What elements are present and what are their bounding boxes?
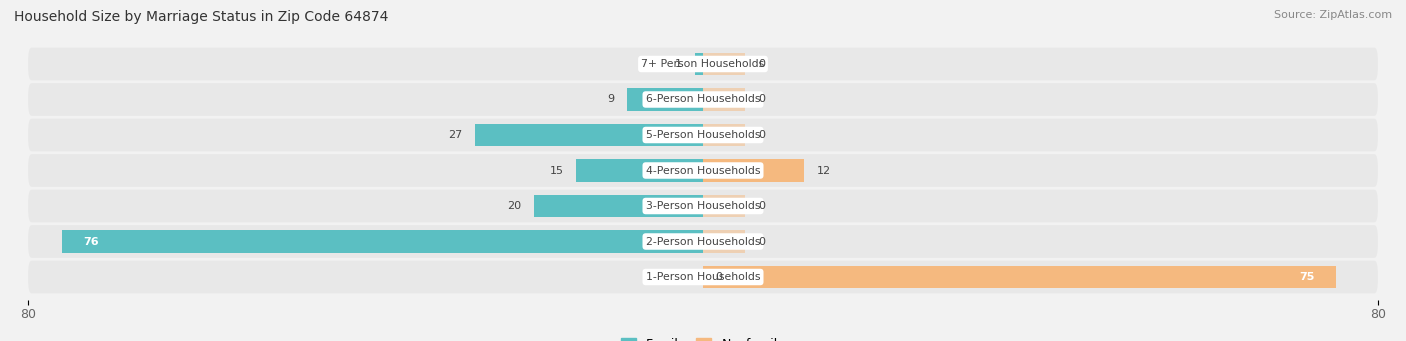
Text: 5-Person Households: 5-Person Households xyxy=(645,130,761,140)
Text: 3-Person Households: 3-Person Households xyxy=(645,201,761,211)
Text: 12: 12 xyxy=(817,165,831,176)
Text: Household Size by Marriage Status in Zip Code 64874: Household Size by Marriage Status in Zip… xyxy=(14,10,388,24)
Bar xyxy=(703,89,745,110)
Bar xyxy=(703,266,1336,288)
Text: 0: 0 xyxy=(758,237,765,247)
Text: 1-Person Households: 1-Person Households xyxy=(645,272,761,282)
Bar xyxy=(695,53,703,75)
Text: 15: 15 xyxy=(550,165,564,176)
Bar xyxy=(62,231,703,252)
Text: 1: 1 xyxy=(675,59,682,69)
Bar xyxy=(661,266,703,288)
Text: Source: ZipAtlas.com: Source: ZipAtlas.com xyxy=(1274,10,1392,20)
Bar xyxy=(703,195,745,217)
Text: 0: 0 xyxy=(758,130,765,140)
FancyBboxPatch shape xyxy=(28,48,1378,80)
Bar xyxy=(703,160,804,181)
Text: 4-Person Households: 4-Person Households xyxy=(645,165,761,176)
Text: 0: 0 xyxy=(716,272,723,282)
Text: 9: 9 xyxy=(607,94,614,104)
Legend: Family, Nonfamily: Family, Nonfamily xyxy=(621,338,785,341)
Text: 0: 0 xyxy=(758,201,765,211)
Text: 75: 75 xyxy=(1299,272,1315,282)
FancyBboxPatch shape xyxy=(28,83,1378,116)
Text: 2-Person Households: 2-Person Households xyxy=(645,237,761,247)
Bar xyxy=(534,195,703,217)
FancyBboxPatch shape xyxy=(28,261,1378,293)
Bar xyxy=(576,160,703,181)
Bar xyxy=(627,89,703,110)
FancyBboxPatch shape xyxy=(28,190,1378,222)
FancyBboxPatch shape xyxy=(28,119,1378,151)
Bar xyxy=(703,124,745,146)
Text: 0: 0 xyxy=(758,59,765,69)
Text: 76: 76 xyxy=(83,237,98,247)
Text: 6-Person Households: 6-Person Households xyxy=(645,94,761,104)
Bar xyxy=(475,124,703,146)
Text: 27: 27 xyxy=(449,130,463,140)
Bar xyxy=(703,53,745,75)
Text: 0: 0 xyxy=(758,94,765,104)
FancyBboxPatch shape xyxy=(28,225,1378,258)
FancyBboxPatch shape xyxy=(28,154,1378,187)
Text: 20: 20 xyxy=(508,201,522,211)
Text: 7+ Person Households: 7+ Person Households xyxy=(641,59,765,69)
Bar xyxy=(703,231,745,252)
